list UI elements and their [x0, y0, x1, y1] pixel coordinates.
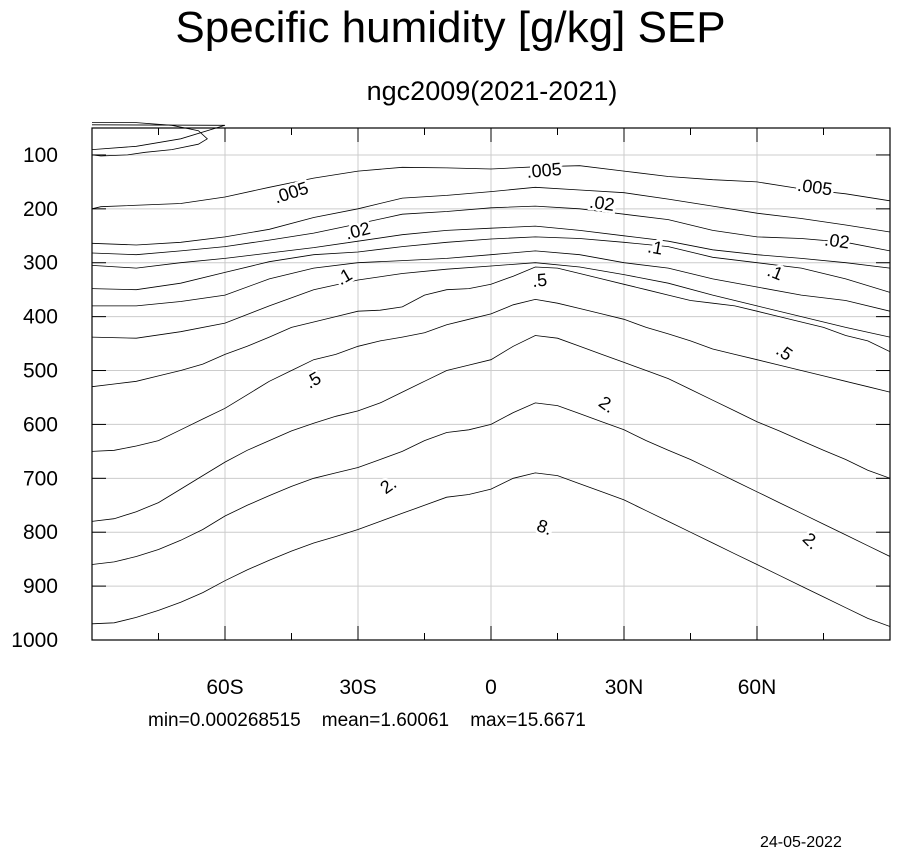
- contour-line: [91, 205, 891, 256]
- grid-lines: [92, 128, 890, 641]
- contour-line: [91, 472, 891, 627]
- contour-label: .5: [531, 270, 548, 291]
- contour-lines: [91, 122, 891, 627]
- x-tick-label: 0: [485, 676, 497, 699]
- contour-line: [91, 165, 891, 210]
- y-tick-label: 100: [23, 144, 58, 167]
- contour-line: [91, 122, 208, 157]
- y-tick-label: 300: [23, 252, 58, 275]
- contour-label: .005: [526, 159, 563, 182]
- y-tick-label: 400: [23, 306, 58, 329]
- contour-label: 2.: [595, 392, 619, 417]
- contour-line: [91, 262, 891, 339]
- contour-label: .02: [823, 229, 851, 252]
- y-tick-label: 800: [23, 521, 58, 544]
- contour-label: .1: [333, 264, 356, 289]
- contour-line: [91, 236, 891, 293]
- date-stamp: 24-05-2022: [760, 834, 842, 851]
- contour-label: 8.: [534, 515, 555, 539]
- y-tick-label: 900: [23, 575, 58, 598]
- contour-line: [91, 266, 891, 388]
- x-tick-label: 60N: [738, 676, 777, 699]
- x-tick-label: 30N: [605, 676, 644, 699]
- contour-line: [91, 225, 891, 269]
- contour-line: [91, 335, 891, 522]
- contour-line: [91, 186, 891, 246]
- y-tick-label: 500: [23, 360, 58, 383]
- contour-line: [91, 124, 226, 150]
- stats-summary: min=0.000268515 mean=1.60061 max=15.6671: [148, 710, 586, 731]
- contour-line: [92, 250, 891, 312]
- contour-label: .005: [271, 178, 311, 208]
- page-subtitle: ngc2009(2021-2021): [366, 76, 618, 106]
- x-tick-label: 60S: [206, 676, 243, 699]
- y-tick-label: 1000: [11, 629, 58, 652]
- axes: 60S 30S 0 30N 60N 100 200 300 400 500 600 700 800 900…: [11, 127, 891, 699]
- x-tick-label: 30S: [339, 676, 376, 699]
- y-tick-label: 200: [23, 198, 58, 221]
- contour-label: .005: [796, 175, 833, 200]
- contour-label: 2.: [376, 473, 400, 498]
- contour-label: .1: [646, 236, 664, 258]
- y-tick-label: 700: [23, 467, 58, 490]
- contour-label: .5: [302, 368, 325, 393]
- contour-label: .5: [772, 340, 796, 365]
- contour-label: .02: [588, 192, 616, 215]
- page-title: Specific humidity [g/kg] SEP: [175, 3, 726, 52]
- contour-line: [91, 402, 891, 565]
- y-tick-label: 600: [23, 413, 58, 436]
- contour-line: [91, 298, 891, 452]
